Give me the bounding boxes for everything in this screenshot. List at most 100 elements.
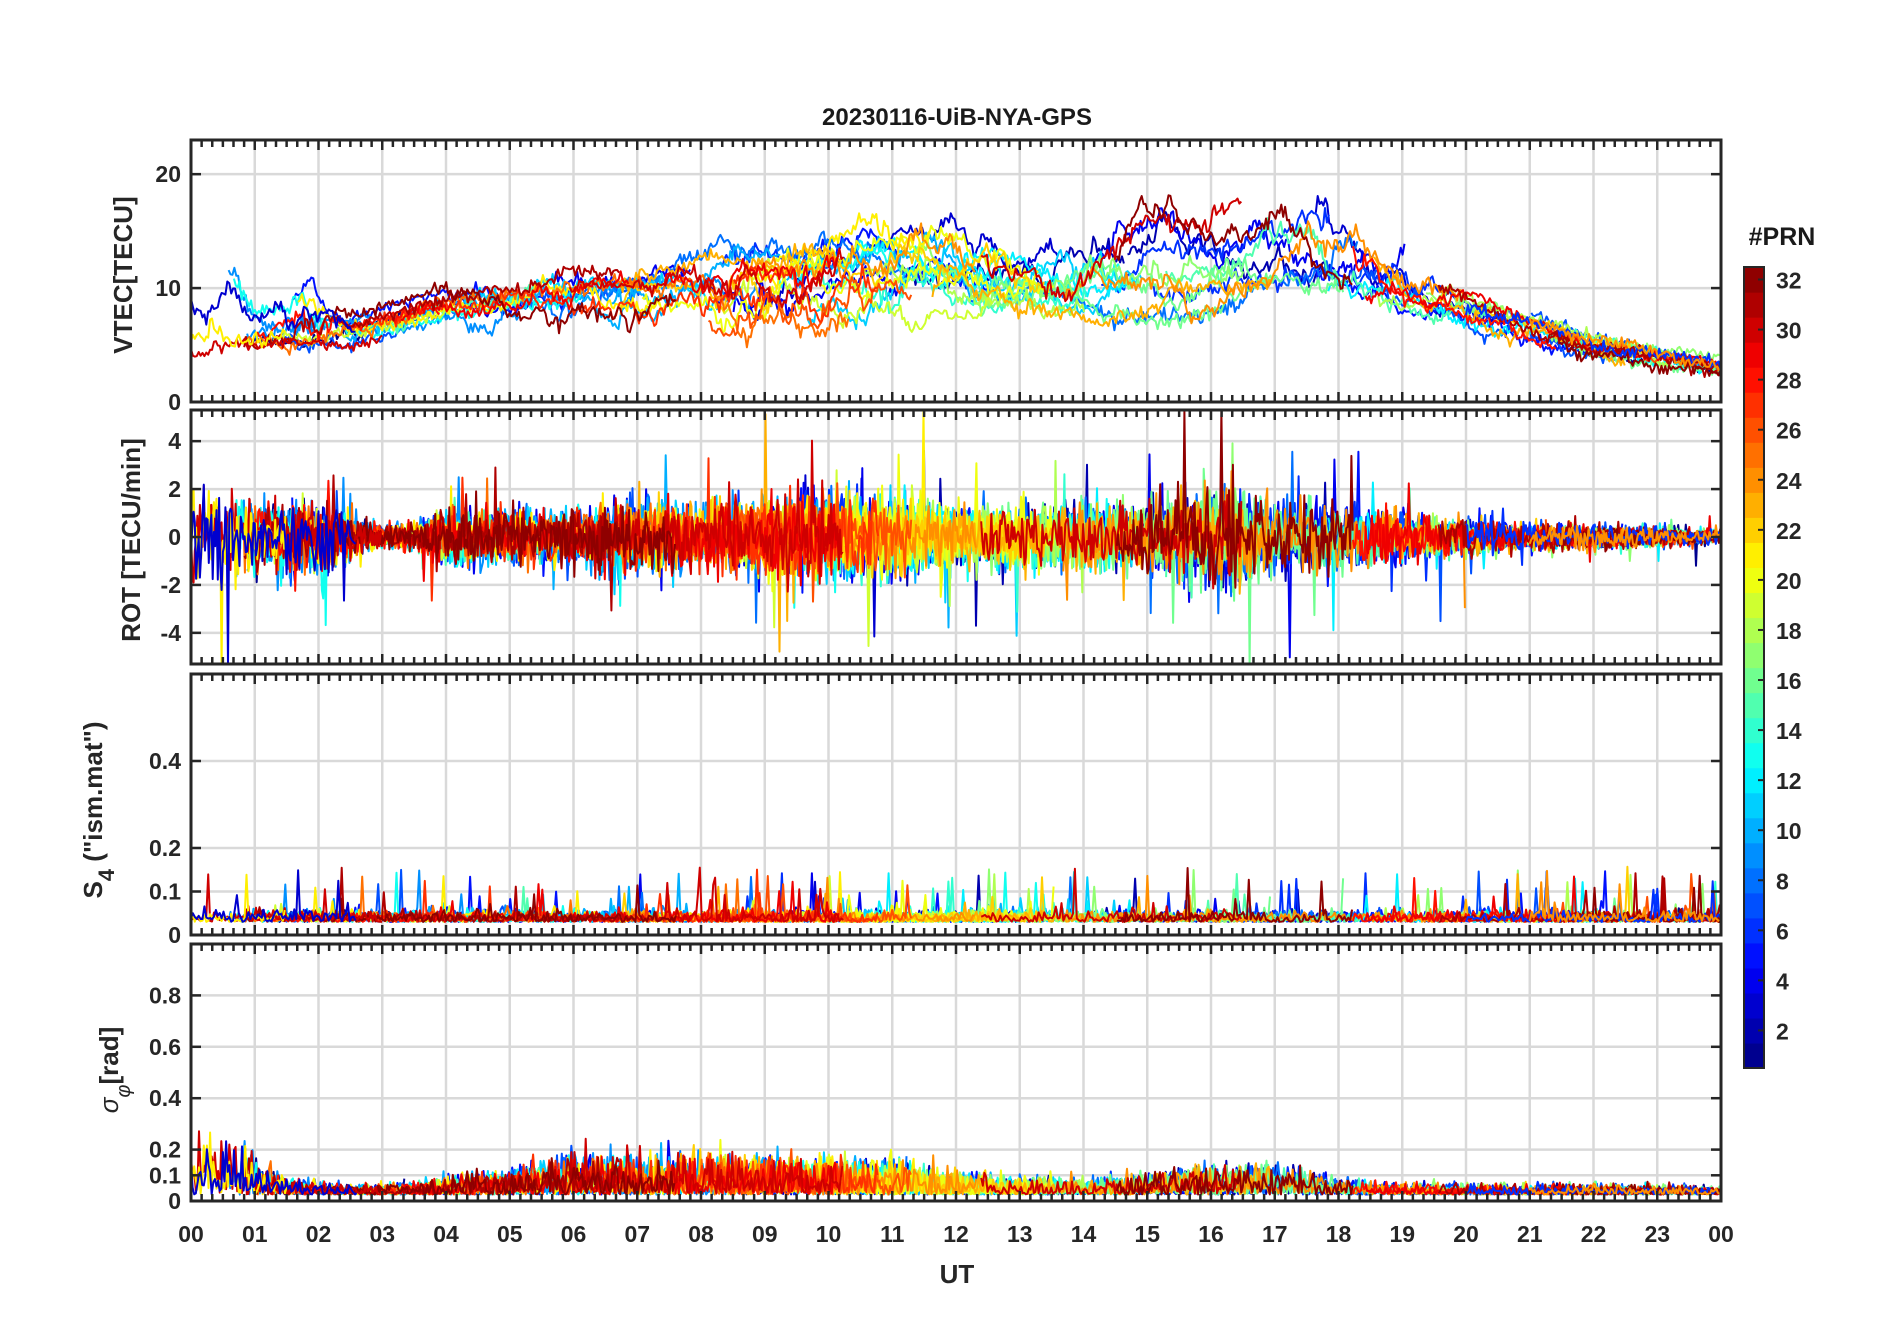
trace-prn-32 bbox=[1557, 340, 1721, 377]
trace-prn-32 bbox=[332, 281, 677, 335]
x-tick-label: 00 bbox=[1708, 1221, 1734, 1247]
trace-prn-30 bbox=[980, 197, 1243, 303]
trace-prn-27 bbox=[733, 868, 879, 923]
x-tick-label: 22 bbox=[1581, 1221, 1607, 1247]
y-tick-label: 0.2 bbox=[149, 1137, 181, 1163]
trace-prn-6 bbox=[1465, 303, 1721, 369]
colorbar-swatch bbox=[1744, 667, 1764, 694]
x-axis-label: UT bbox=[940, 1259, 975, 1289]
x-tick-label: 12 bbox=[943, 1221, 969, 1247]
trace-prn-30 bbox=[568, 1137, 844, 1196]
trace-prn-22 bbox=[815, 242, 1045, 293]
x-tick-label: 04 bbox=[433, 1221, 459, 1247]
y-tick-label: 10 bbox=[155, 275, 181, 301]
x-tick-label: 11 bbox=[880, 1221, 905, 1247]
trace-prn-25 bbox=[617, 274, 850, 349]
traces-sigma_phi bbox=[191, 1130, 1721, 1196]
panel-vtec: VTEC[TECU] 0 10 20 bbox=[108, 138, 1723, 415]
colorbar-swatch bbox=[1744, 892, 1764, 919]
y-tick-label: 0 bbox=[168, 389, 181, 415]
colorbar-swatch bbox=[1744, 367, 1764, 393]
y-tick-label: 0.4 bbox=[149, 748, 181, 774]
x-tick-label: 16 bbox=[1198, 1221, 1224, 1247]
trace-prn-30 bbox=[191, 334, 383, 358]
colorbar-label: #PRN bbox=[1749, 223, 1816, 251]
colorbar-swatch bbox=[1744, 792, 1764, 819]
trace-prn-30 bbox=[980, 494, 1243, 590]
trace-prn-12 bbox=[939, 246, 1135, 298]
x-tick-label: 13 bbox=[1007, 1221, 1033, 1247]
x-tick-label: 00 bbox=[178, 1221, 204, 1247]
colorbar-tick-label: 2 bbox=[1776, 1018, 1789, 1044]
trace-prn-31 bbox=[243, 264, 620, 350]
trace-prn-32 bbox=[1116, 867, 1354, 923]
colorbar-swatch bbox=[1744, 1017, 1764, 1044]
trace-prn-21 bbox=[191, 317, 286, 349]
trace-prn-32 bbox=[332, 884, 677, 923]
colorbar-swatch bbox=[1744, 967, 1764, 994]
colorbar-tick-label: 10 bbox=[1776, 818, 1802, 844]
x-tick-label: 21 bbox=[1517, 1221, 1543, 1247]
colorbar-tick-label: 8 bbox=[1776, 868, 1789, 894]
colorbar-swatch bbox=[1744, 392, 1764, 418]
x-tick-label: 08 bbox=[688, 1221, 714, 1247]
y-tick-label: -2 bbox=[161, 572, 181, 598]
trace-prn-18 bbox=[863, 257, 1086, 320]
traces-rot bbox=[191, 410, 1721, 664]
colorbar-swatch bbox=[1744, 317, 1764, 343]
x-tick-label: 23 bbox=[1644, 1221, 1670, 1247]
trace-prn-9 bbox=[227, 266, 371, 334]
trace-prn-6 bbox=[1100, 207, 1330, 294]
trace-prn-24 bbox=[1529, 1182, 1721, 1196]
y-tick-label: -4 bbox=[161, 620, 182, 646]
colorbar-swatch bbox=[1744, 592, 1764, 619]
y-tick-label: 0 bbox=[168, 922, 181, 948]
ylabel-sigma-main: σ bbox=[94, 1096, 124, 1113]
ylabel-sigma-rest: [rad] bbox=[94, 1027, 124, 1085]
trace-prn-24 bbox=[1528, 869, 1720, 923]
y-tick-label: 20 bbox=[155, 161, 181, 187]
colorbar-tick-label: 32 bbox=[1776, 268, 1802, 294]
x-tick-label: 07 bbox=[624, 1221, 650, 1247]
colorbar-tick-label: 20 bbox=[1776, 568, 1802, 594]
trace-prn-32 bbox=[332, 490, 676, 578]
colorbar-tick-label: 16 bbox=[1776, 668, 1802, 694]
y-tick-label: 0.1 bbox=[149, 879, 181, 905]
trace-prn-24 bbox=[1062, 220, 1466, 325]
colorbar-tick-label: 18 bbox=[1776, 618, 1802, 644]
trace-prn-21 bbox=[745, 212, 931, 290]
trace-prn-31 bbox=[243, 466, 621, 612]
colorbar-swatch bbox=[1744, 942, 1764, 969]
colorbar-tick-label: 28 bbox=[1776, 368, 1802, 394]
x-tick-label: 05 bbox=[497, 1221, 523, 1247]
x-tick-label: 03 bbox=[369, 1221, 395, 1247]
traces-vtec bbox=[191, 194, 1721, 378]
colorbar-swatch bbox=[1744, 692, 1764, 719]
trace-prn-23 bbox=[931, 264, 1272, 328]
trace-prn-3 bbox=[191, 869, 357, 923]
y-tick-label: 0 bbox=[168, 1188, 181, 1214]
traces-s4 bbox=[191, 865, 1721, 923]
y-tick-label: 0.1 bbox=[149, 1162, 181, 1188]
y-tick-label: 0.4 bbox=[149, 1085, 181, 1111]
colorbar-swatch bbox=[1744, 917, 1764, 944]
trace-prn-32 bbox=[1115, 194, 1353, 290]
y-tick-label: 0 bbox=[168, 524, 181, 550]
trace-prn-24 bbox=[1528, 317, 1720, 371]
colorbar-swatch bbox=[1744, 417, 1764, 443]
trace-prn-23 bbox=[618, 242, 834, 293]
trace-prn-30 bbox=[568, 439, 844, 593]
y-tick-label: 4 bbox=[168, 428, 181, 454]
colorbar-swatch bbox=[1744, 342, 1764, 368]
trace-prn-32 bbox=[1115, 410, 1354, 589]
colorbar-swatch bbox=[1744, 292, 1764, 318]
ylabel-rot: ROT [TECU/min] bbox=[116, 438, 146, 642]
colorbar-swatch bbox=[1744, 767, 1764, 794]
colorbar-tick-label: 22 bbox=[1776, 518, 1802, 544]
x-tick-label: 17 bbox=[1262, 1221, 1288, 1247]
colorbar-swatch bbox=[1744, 817, 1764, 844]
trace-prn-24 bbox=[1528, 524, 1721, 554]
colorbar-swatch bbox=[1744, 842, 1764, 869]
